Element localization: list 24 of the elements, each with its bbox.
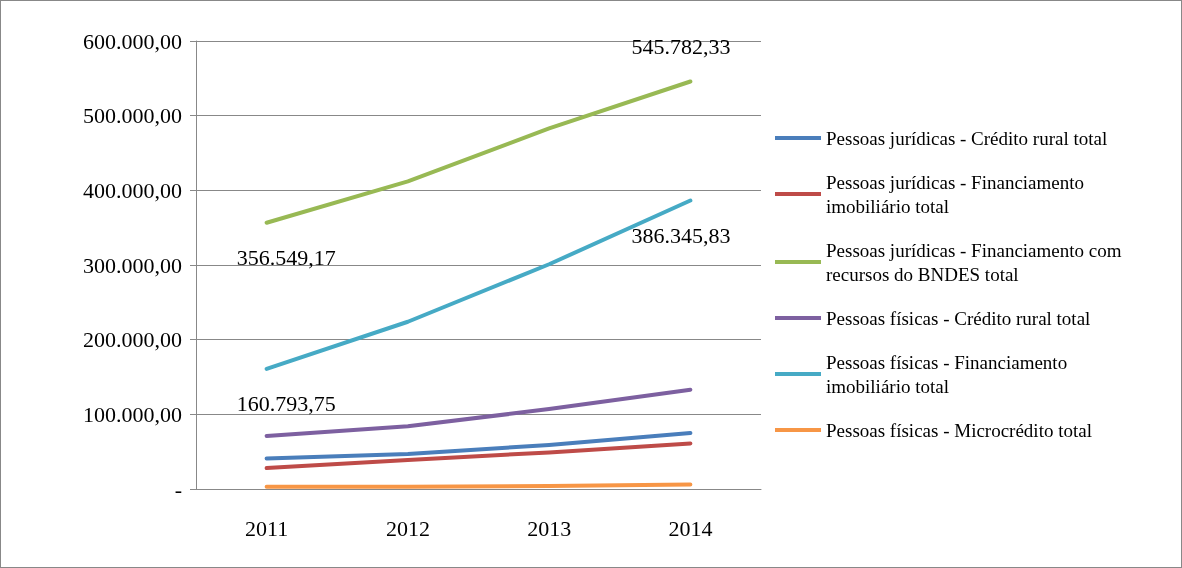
legend-label: Pessoas jurídicas - Financiamento imobiliário total bbox=[826, 171, 1089, 217]
x-tick-label: 2014 bbox=[668, 515, 713, 541]
y-tick-label: 400.000,00 bbox=[83, 177, 182, 203]
x-tick-label: 2013 bbox=[527, 515, 572, 541]
data-label: 386.345,83 bbox=[631, 223, 731, 249]
legend-label: Pessoas físicas - Microcrédito total bbox=[826, 419, 1092, 441]
y-tick-label: 300.000,00 bbox=[83, 252, 182, 278]
y-tick-label: 100.000,00 bbox=[83, 401, 182, 427]
x-tick-label: 2012 bbox=[385, 515, 430, 541]
data-label: 160.793,75 bbox=[236, 391, 336, 417]
y-tick-label: - bbox=[174, 476, 182, 502]
line-series bbox=[264, 79, 693, 225]
y-tick-label: 600.000,00 bbox=[83, 28, 182, 54]
x-tick-label: 2011 bbox=[245, 515, 289, 541]
line-series bbox=[264, 431, 693, 461]
y-tick-label: 500.000,00 bbox=[83, 103, 182, 129]
data-label: 356.549,17 bbox=[236, 245, 336, 271]
legend-label: Pessoas jurídicas - Crédito rural total bbox=[826, 127, 1108, 149]
legend-label: Pessoas jurídicas - Financiamento com recursos do BNDES total bbox=[826, 239, 1127, 285]
data-label: 545.782,33 bbox=[631, 33, 731, 59]
y-tick-label: 200.000,00 bbox=[83, 327, 182, 353]
line-series bbox=[264, 441, 693, 471]
legend-label: Pessoas físicas - Crédito rural total bbox=[826, 307, 1091, 329]
legend-label: Pessoas físicas - Financiamento imobiliário total bbox=[826, 351, 1072, 397]
